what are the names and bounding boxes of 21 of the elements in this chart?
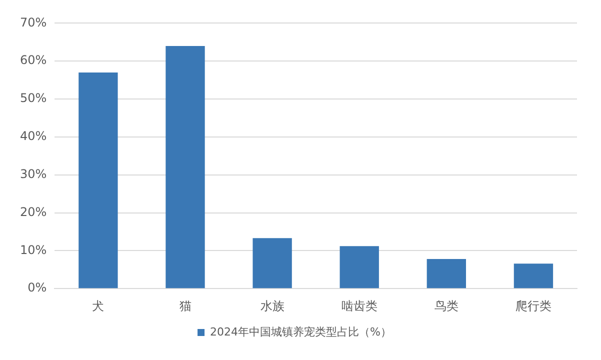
y-tick-label: 40% [20,129,47,144]
x-tick-label: 啮齿类 [341,298,378,313]
bar [166,46,205,288]
y-tick-label: 30% [20,166,47,181]
y-tick-label: 70% [20,15,47,30]
bar [514,264,554,288]
bar [252,238,292,288]
y-tick-label: 50% [20,91,47,106]
bar [340,246,379,288]
bar [78,72,118,288]
y-tick-label: 0% [28,280,47,295]
x-tick-label: 爬行类 [515,298,552,313]
y-tick-label: 10% [20,242,47,257]
x-tick-label: 犬 [92,298,104,313]
y-tick-label: 20% [20,204,47,219]
x-tick-label: 鸟类 [434,298,458,313]
legend-label: 2024年中国城镇养宠类型占比（%） [210,325,392,338]
x-tick-label: 水族 [260,298,284,313]
bar [426,259,466,288]
y-tick-label: 60% [20,53,47,68]
x-tick-label: 猫 [179,298,192,313]
